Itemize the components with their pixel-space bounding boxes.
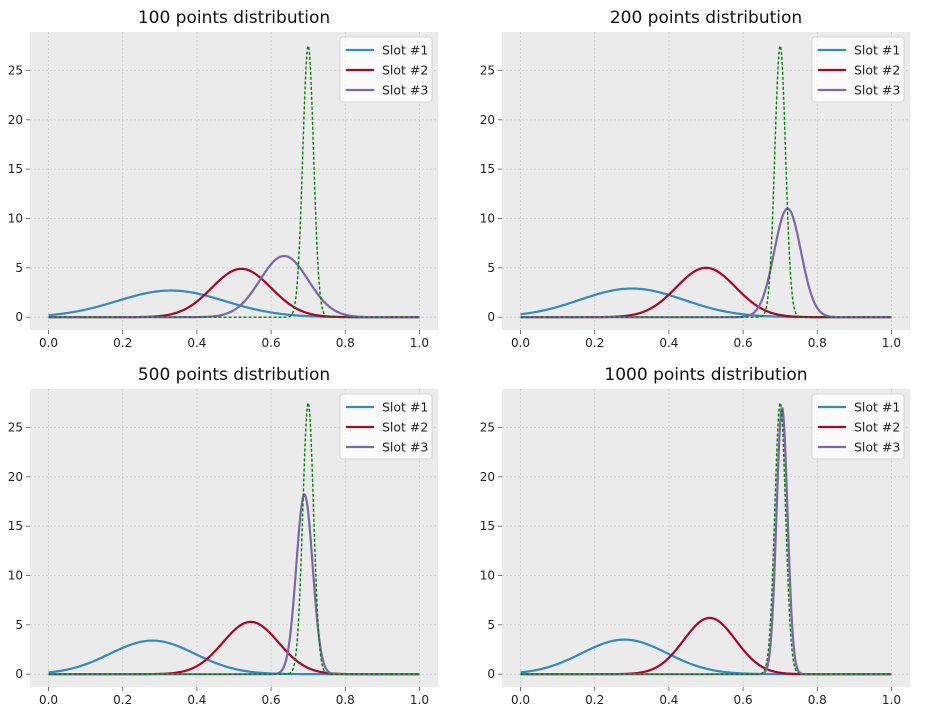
chart-svg: 0.0 0.2 0.4 0.6 0.8 1.0 0 5 10 15 20 25 500 points d… xyxy=(8,365,438,707)
x-tick-label: 0.4 xyxy=(659,693,678,707)
legend-label: Slot #1 xyxy=(854,43,900,58)
x-tick-label: 0.2 xyxy=(585,693,604,707)
y-tick-label: 20 xyxy=(480,470,495,484)
y-tick-label: 20 xyxy=(8,113,23,127)
y-tick-label: 10 xyxy=(480,211,495,225)
y-tick-label: 25 xyxy=(480,63,495,77)
chart-title: 100 points distribution xyxy=(138,8,330,28)
dashed-reference-line xyxy=(48,43,420,318)
x-tick-label: 0.6 xyxy=(262,336,281,350)
x-tick-label: 1.0 xyxy=(410,693,429,707)
chart-title: 200 points distribution xyxy=(610,8,802,28)
legend-label: Slot #1 xyxy=(854,400,900,415)
x-tick-label: 0.8 xyxy=(808,693,827,707)
y-tick-label: 15 xyxy=(480,519,495,533)
x-tick-label: 0.8 xyxy=(336,336,355,350)
legend: Slot #1 Slot #2 Slot #3 xyxy=(339,393,433,460)
legend-label: Slot #2 xyxy=(854,420,900,435)
legend-frame xyxy=(339,393,433,460)
legend-label: Slot #2 xyxy=(382,63,428,78)
subplot-500-points: 0.0 0.2 0.4 0.6 0.8 1.0 0 5 10 15 20 25 500 points d… xyxy=(0,357,472,714)
legend-frame xyxy=(811,393,905,460)
y-tick-label: 10 xyxy=(480,568,495,582)
y-tick-label: 25 xyxy=(480,420,495,434)
legend-label: Slot #2 xyxy=(382,420,428,435)
y-tick-label: 15 xyxy=(8,519,23,533)
chart-title: 500 points distribution xyxy=(138,365,330,385)
legend-label: Slot #3 xyxy=(382,83,428,98)
y-tick-label: 5 xyxy=(487,261,495,275)
y-tick-label: 0 xyxy=(15,667,23,681)
x-tick-label: 0.4 xyxy=(187,693,206,707)
y-tick-label: 15 xyxy=(480,162,495,176)
y-tick-label: 5 xyxy=(15,618,23,632)
subplot-200-points: 0.0 0.2 0.4 0.6 0.8 1.0 0 5 10 15 20 25 200 points d… xyxy=(472,0,945,357)
dashed-reference-line xyxy=(48,400,420,675)
legend-frame xyxy=(811,36,905,103)
y-tick-label: 0 xyxy=(487,310,495,324)
x-tick-label: 0.4 xyxy=(659,336,678,350)
chart-svg: 0.0 0.2 0.4 0.6 0.8 1.0 0 5 10 15 20 25 1000 points … xyxy=(480,365,910,707)
legend-label: Slot #1 xyxy=(382,43,428,58)
y-tick-label: 10 xyxy=(8,568,23,582)
legend-label: Slot #2 xyxy=(854,63,900,78)
legend-label: Slot #3 xyxy=(854,83,900,98)
y-tick-label: 20 xyxy=(8,470,23,484)
x-tick-label: 0.6 xyxy=(734,336,753,350)
y-tick-label: 0 xyxy=(15,310,23,324)
x-tick-label: 0.6 xyxy=(734,693,753,707)
legend-frame xyxy=(339,36,433,103)
x-tick-label: 0.4 xyxy=(187,336,206,350)
legend: Slot #1 Slot #2 Slot #3 xyxy=(811,393,905,460)
y-tick-label: 5 xyxy=(15,261,23,275)
chart-svg: 0.0 0.2 0.4 0.6 0.8 1.0 0 5 10 15 20 25 100 points d… xyxy=(8,8,438,350)
legend: Slot #1 Slot #2 Slot #3 xyxy=(339,36,433,103)
y-tick-label: 15 xyxy=(8,162,23,176)
chart-title: 1000 points distribution xyxy=(604,365,807,385)
legend-label: Slot #3 xyxy=(854,440,900,455)
y-tick-label: 5 xyxy=(487,618,495,632)
x-tick-label: 0.0 xyxy=(39,693,58,707)
x-tick-label: 0.8 xyxy=(808,336,827,350)
x-tick-label: 0.2 xyxy=(113,693,132,707)
subplot-1000-points: 0.0 0.2 0.4 0.6 0.8 1.0 0 5 10 15 20 25 1000 points … xyxy=(472,357,945,714)
x-tick-label: 0.0 xyxy=(511,336,530,350)
legend-label: Slot #1 xyxy=(382,400,428,415)
x-tick-label: 1.0 xyxy=(882,336,901,350)
legend-label: Slot #3 xyxy=(382,440,428,455)
subplot-100-points: 0.0 0.2 0.4 0.6 0.8 1.0 0 5 10 15 20 25 100 points d… xyxy=(0,0,472,357)
x-tick-label: 0.2 xyxy=(585,336,604,350)
x-tick-label: 1.0 xyxy=(882,693,901,707)
y-tick-label: 25 xyxy=(8,63,23,77)
chart-svg: 0.0 0.2 0.4 0.6 0.8 1.0 0 5 10 15 20 25 200 points d… xyxy=(480,8,910,350)
x-tick-label: 0.0 xyxy=(511,693,530,707)
x-tick-label: 0.2 xyxy=(113,336,132,350)
y-tick-label: 25 xyxy=(8,420,23,434)
x-tick-label: 0.6 xyxy=(262,693,281,707)
x-tick-label: 1.0 xyxy=(410,336,429,350)
y-tick-label: 0 xyxy=(487,667,495,681)
y-tick-label: 20 xyxy=(480,113,495,127)
x-tick-label: 0.8 xyxy=(336,693,355,707)
dashed-reference-line xyxy=(520,400,892,675)
x-tick-label: 0.0 xyxy=(39,336,58,350)
y-tick-label: 10 xyxy=(8,211,23,225)
dashed-reference-line xyxy=(520,43,892,318)
legend: Slot #1 Slot #2 Slot #3 xyxy=(811,36,905,103)
